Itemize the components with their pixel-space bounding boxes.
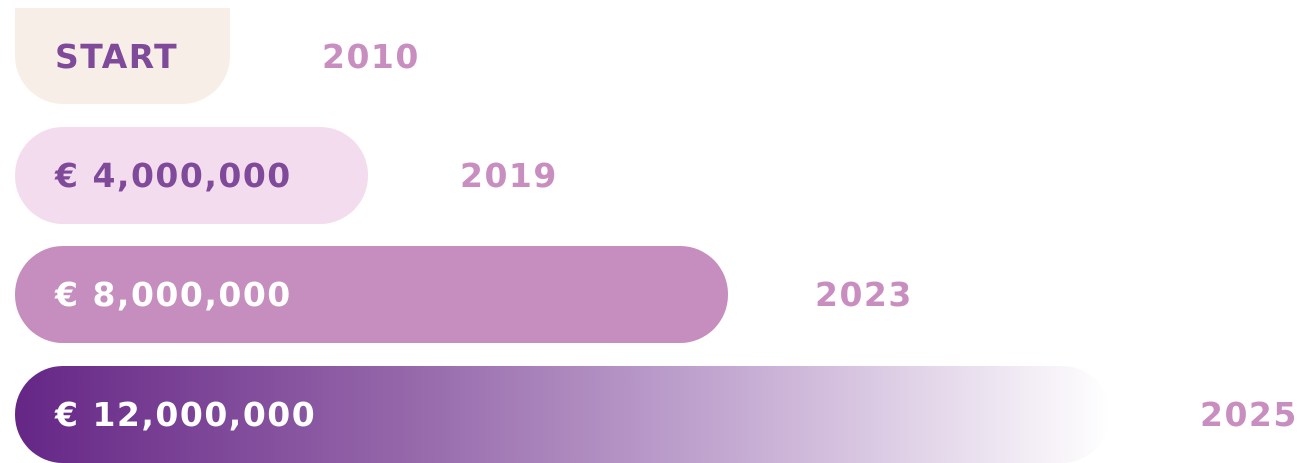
milestone-bar: € 4,000,000 [15, 127, 368, 224]
milestone-year: 2025 [1200, 395, 1298, 434]
milestone-bar: € 12,000,000 [15, 366, 1110, 463]
milestone-bar: START [15, 8, 230, 104]
milestone-year: 2019 [460, 156, 558, 195]
milestone-bar: € 8,000,000 [15, 246, 728, 343]
milestone-year: 2023 [815, 275, 913, 314]
milestone-year: 2010 [322, 37, 420, 76]
